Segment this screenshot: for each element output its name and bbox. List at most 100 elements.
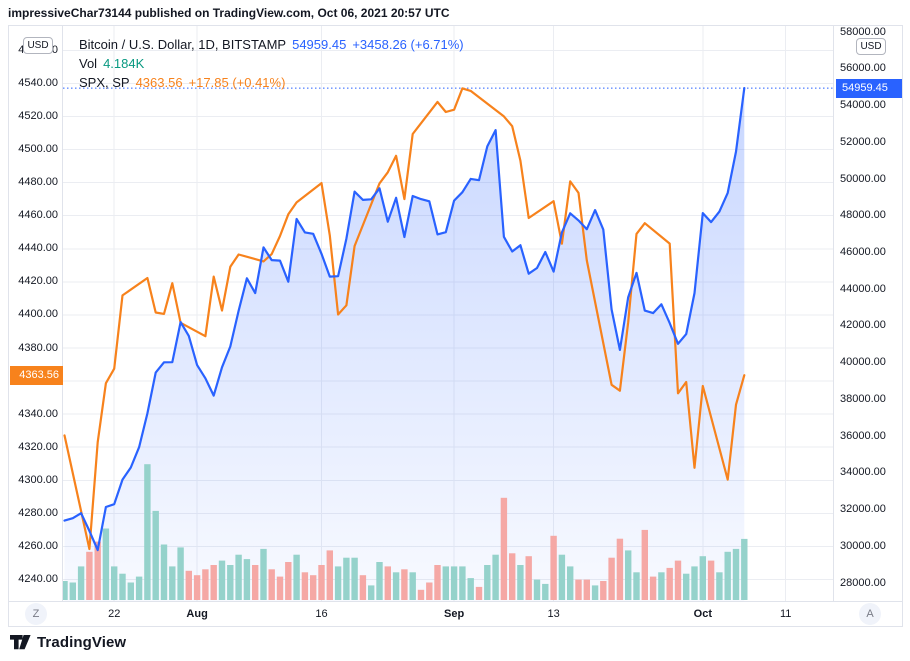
price-tick-label: 30000.00 [840,540,886,552]
volume-bar [426,582,433,600]
volume-bar [243,559,251,600]
btc-price-label: 54959.45 [836,79,902,98]
volume-bar [127,582,134,600]
spx-line [63,87,746,551]
volume-bar [732,548,740,600]
price-tick-label: 4440.00 [18,242,58,254]
volume-bar [567,566,574,600]
volume-bar [467,578,474,600]
price-tick-label: 4340.00 [18,408,58,420]
symbol-change: +3458.26 (+6.71%) [352,37,464,52]
chart-canvas[interactable] [63,26,833,601]
volume-bar [558,554,566,600]
price-tick-label: 4240.00 [18,573,58,585]
volume-bar [343,557,350,600]
time-tick-label: Aug [186,608,208,620]
symbol-last-price: 54959.45 [292,37,347,52]
tradingview-logo-icon [10,635,31,650]
legend-row-volume: Vol 4.184K [79,54,464,73]
volume-bar [683,573,690,600]
volume-bar [492,554,499,600]
volume-bar [666,567,673,600]
volume-bar [285,562,292,600]
volume-bar [227,565,234,600]
time-tick-label: 22 [108,608,121,620]
price-tick-label: 4480.00 [18,176,58,188]
price-tick-label: 4260.00 [18,540,58,552]
volume-bar [509,553,516,600]
volume-bar [334,566,342,600]
volume-bar [608,557,615,600]
price-tick-label: 52000.00 [840,136,886,148]
time-tick-label: 13 [547,608,560,620]
volume-bar [707,560,715,600]
volume-value: 4.184K [103,56,145,71]
price-tick-label: 54000.00 [840,99,886,111]
legend-row-symbol: Bitcoin / U.S. Dollar, 1D, BITSTAMP 54959… [79,35,464,54]
volume-bar [741,538,748,600]
volume-bar [600,581,607,600]
volume-bar [401,569,408,600]
time-axis[interactable]: 22 Aug 16 Sep 13 Oct 11 [9,601,902,627]
price-tick-label: 38000.00 [840,393,886,405]
volume-bar [475,586,483,600]
volume-bar [450,566,458,600]
spx-price-label: 4363.56 [10,366,63,385]
price-tick-label: 48000.00 [840,209,886,221]
volume-bar [177,547,184,600]
price-tick-label: 4420.00 [18,275,58,287]
left-price-axis[interactable]: USD 4560.004540.004520.004500.004480.004… [9,26,63,601]
volume-bar [392,572,400,600]
volume-bar [102,528,110,600]
volume-bar [716,572,723,600]
volume-bar [616,538,624,600]
volume-bar [77,566,85,600]
volume-bar [63,581,68,600]
volume-bar [484,565,491,600]
volume-bar [575,579,582,600]
tradingview-footer-link[interactable]: TradingView [10,634,126,651]
volume-bar [252,565,259,600]
time-tick-label: 16 [315,608,328,620]
volume-bar [633,572,640,600]
timezone-button[interactable]: Z [25,603,47,625]
volume-bar [500,497,508,600]
right-currency-badge[interactable]: USD [856,38,886,55]
chart-plot-area[interactable]: Bitcoin / U.S. Dollar, 1D, BITSTAMP 54959… [63,26,833,601]
attribution-text: impressiveChar73144 published on Trading… [8,6,450,20]
volume-bar [434,565,441,600]
volume-bar [517,565,524,600]
volume-bar [276,576,284,600]
left-currency-badge[interactable]: USD [23,37,53,54]
volume-bar [169,566,176,600]
chart-legend: Bitcoin / U.S. Dollar, 1D, BITSTAMP 54959… [79,35,464,92]
volume-label: Vol [79,56,98,71]
volume-bar [94,541,101,600]
volume-bar [86,551,93,600]
right-price-axis[interactable]: USD 58000.00 56000.00 54000.00 52000.00 5000… [833,26,902,601]
legend-row-compare: SPX, SP 4363.56 +17.85 (+0.41%) [79,73,464,92]
compare-title: SPX, SP [79,75,130,90]
price-tick-label: 4540.00 [18,77,58,89]
volume-bar [359,575,367,600]
volume-bar [260,548,267,600]
price-tick-label: 58000.00 [840,26,886,38]
volume-bar [542,583,549,600]
volume-bar [185,570,192,600]
price-tick-label: 32000.00 [840,503,886,515]
price-tick-label: 46000.00 [840,246,886,258]
volume-bar [591,585,599,600]
price-tick-label: 4460.00 [18,209,58,221]
volume-bar [144,464,151,600]
volume-bar [724,551,731,600]
price-tick-label: 50000.00 [840,173,886,185]
volume-bar [135,576,143,600]
volume-bar [384,566,391,600]
volume-bar [625,550,632,600]
time-tick-label: Sep [444,608,465,620]
volume-bar [525,556,532,600]
auto-scale-button[interactable]: A [859,603,881,625]
volume-bar [658,572,665,600]
volume-bar [376,562,383,600]
